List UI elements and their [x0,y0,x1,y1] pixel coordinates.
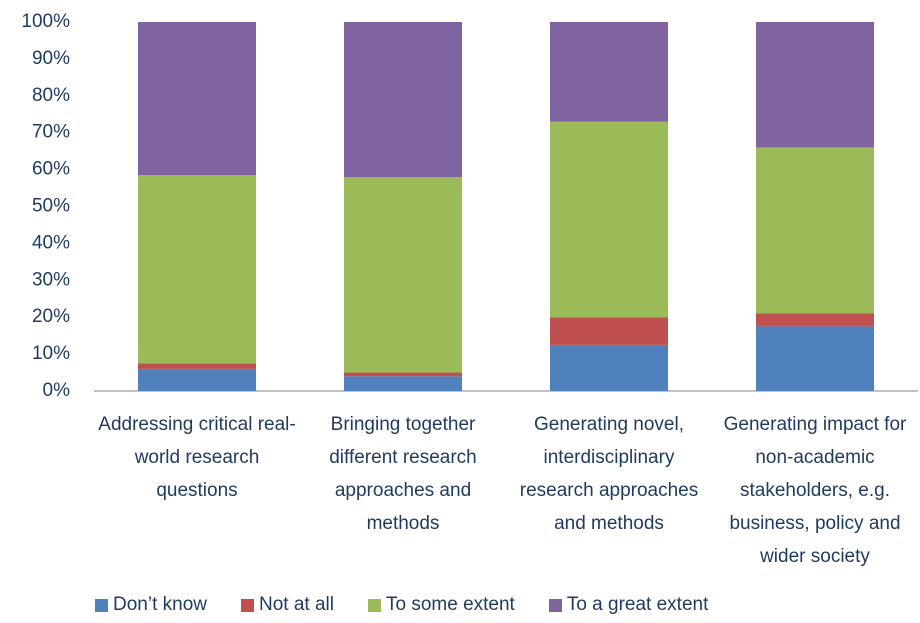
y-tick-label: 50% [32,196,70,217]
bar-segment [138,363,256,369]
legend-swatch [95,598,108,612]
bar-segment [138,22,256,176]
bar-segment [756,313,874,327]
legend-swatch [241,598,254,612]
bar-segment [138,368,256,391]
y-tick-label: 70% [32,122,70,143]
legend-label: To some extent [385,594,515,615]
y-tick-label: 40% [32,232,70,253]
y-tick-label: 60% [32,159,70,180]
bar-segment [344,176,462,373]
bar-segment [756,22,874,148]
legend-item: Don’t know [95,594,207,616]
y-tick-label: 30% [32,269,70,290]
y-tick-label: 90% [32,48,70,69]
y-tick-label: 100% [21,11,70,32]
legend-swatch [367,598,381,612]
legend-label: To a great extent [566,594,709,615]
x-tick-label: Generating novel, interdisciplinary rese… [519,414,699,534]
bar-segment [550,317,668,345]
legend-item: Not at all [241,594,334,616]
bar-segment [344,376,462,391]
bar-segment [344,22,462,177]
legend-swatch [548,598,562,612]
y-tick-label: 10% [32,343,70,364]
legend: Don’t know Not at all To some extent To a g… [95,594,708,616]
bar-segment [756,326,874,391]
legend-item: To a great extent [548,594,709,616]
y-tick-label: 20% [32,306,70,327]
x-tick-label: Bringing together different research app… [329,414,477,534]
x-tick-label: Addressing critical real-world research … [98,414,296,501]
legend-item: To some extent [367,594,515,616]
bar-segment [550,344,668,391]
bar-segment [756,147,874,314]
bar-segment [550,22,668,122]
y-tick-label: 80% [32,85,70,106]
bar-segment [138,175,256,364]
legend-label: Not at all [259,594,334,615]
x-tick-label: Generating impact for non-academic stake… [723,414,907,567]
y-tick-label: 0% [43,380,71,401]
bar-segment [344,372,462,377]
legend-label: Don’t know [113,594,207,615]
bar-segment [550,121,668,318]
